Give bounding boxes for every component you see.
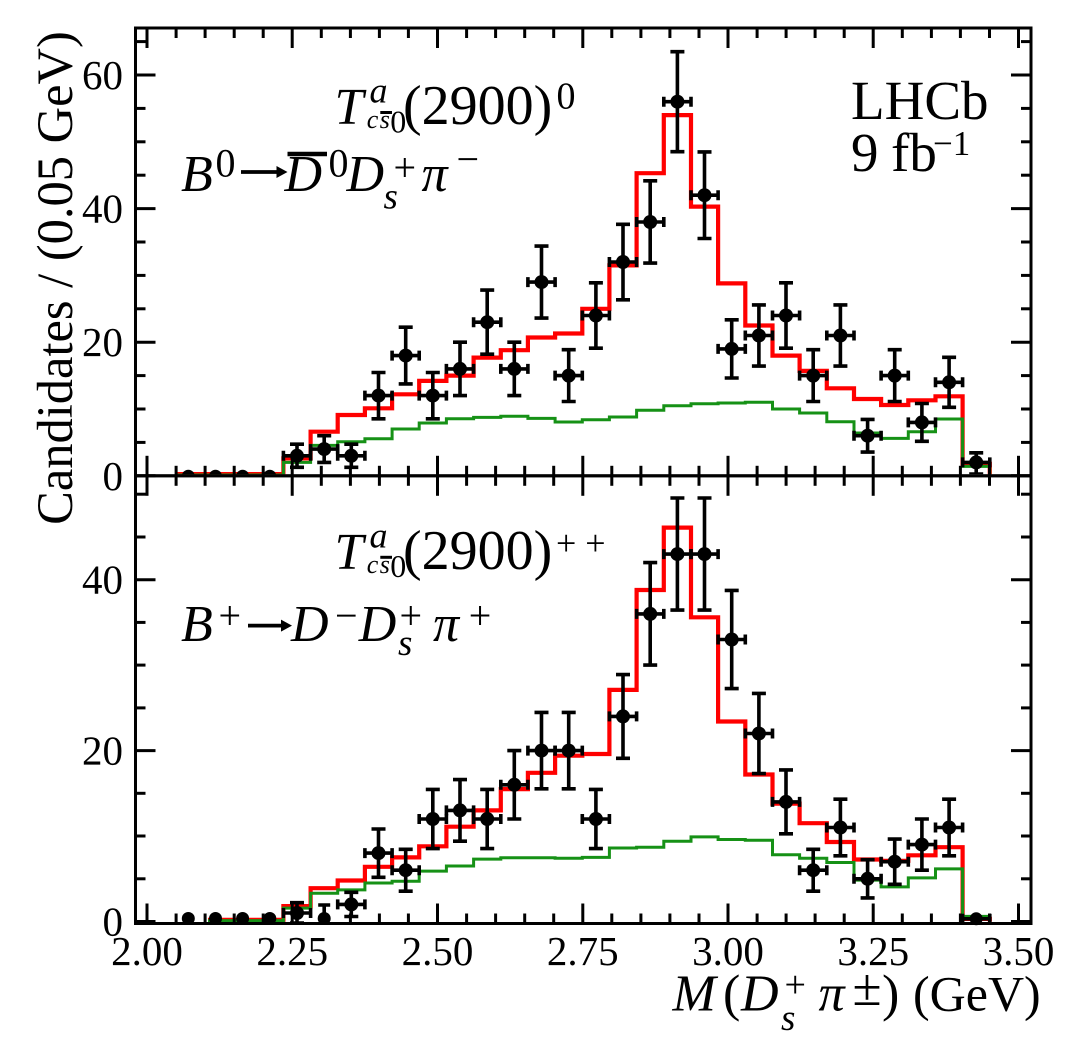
svg-text:c: c — [367, 105, 379, 134]
svg-text:c: c — [367, 550, 379, 579]
svg-text:0: 0 — [103, 899, 124, 945]
svg-text:20: 20 — [82, 319, 123, 365]
svg-text:+: + — [785, 964, 806, 1006]
svg-text:(GeV): (GeV) — [913, 966, 1041, 1022]
svg-text:+: + — [400, 593, 423, 638]
svg-text:+: + — [394, 145, 417, 190]
svg-text:20: 20 — [82, 728, 123, 774]
svg-text:−: − — [457, 137, 480, 182]
svg-text:0: 0 — [329, 141, 349, 186]
svg-text:π: π — [422, 146, 450, 203]
svg-text:Candidates / (0.05 GeV): Candidates / (0.05 GeV) — [27, 31, 83, 525]
svg-text:±: ± — [853, 959, 882, 1017]
svg-text:π: π — [819, 966, 847, 1023]
svg-text:(2900): (2900) — [403, 520, 552, 582]
svg-text:60: 60 — [82, 52, 123, 98]
svg-text:3.25: 3.25 — [837, 928, 909, 974]
svg-text:s: s — [398, 623, 412, 664]
svg-text:D: D — [740, 966, 779, 1023]
svg-text:3.00: 3.00 — [692, 928, 764, 974]
svg-text:(2900): (2900) — [403, 75, 552, 137]
svg-text:2.50: 2.50 — [402, 928, 474, 974]
svg-text:LHCb: LHCb — [851, 70, 989, 131]
svg-text:9: 9 — [851, 122, 879, 183]
svg-text:s: s — [380, 550, 390, 579]
svg-text:0: 0 — [216, 141, 236, 186]
svg-text:−: − — [335, 593, 358, 638]
svg-text:40: 40 — [82, 557, 123, 603]
svg-text:D: D — [346, 146, 385, 203]
svg-text:0: 0 — [557, 76, 576, 118]
svg-text:0: 0 — [390, 103, 406, 139]
svg-text:s: s — [781, 998, 795, 1039]
svg-text:s: s — [384, 177, 398, 218]
svg-text:40: 40 — [82, 186, 123, 232]
svg-text:fb: fb — [891, 122, 937, 183]
svg-text:+ +: + + — [556, 523, 606, 563]
svg-text:B: B — [181, 596, 213, 653]
svg-text:T: T — [335, 524, 367, 581]
svg-text:2.00: 2.00 — [111, 928, 183, 974]
svg-text:s: s — [380, 105, 390, 134]
svg-text:0: 0 — [390, 548, 406, 584]
svg-text:T: T — [335, 79, 367, 136]
svg-text:a: a — [370, 71, 388, 111]
svg-text:−1: −1 — [933, 124, 970, 163]
svg-text:B: B — [181, 146, 213, 203]
svg-text:D: D — [290, 596, 329, 653]
svg-text:a: a — [370, 515, 388, 555]
svg-text:+: + — [219, 593, 242, 638]
svg-text:0: 0 — [103, 453, 124, 499]
svg-text:+: + — [469, 593, 492, 638]
svg-text:2.75: 2.75 — [547, 928, 619, 974]
svg-text:): ) — [882, 966, 899, 1023]
svg-text:D: D — [358, 596, 397, 653]
svg-text:2.25: 2.25 — [256, 928, 328, 974]
svg-text:(: ( — [723, 966, 740, 1023]
svg-text:3.50: 3.50 — [983, 928, 1055, 974]
svg-text:π: π — [433, 596, 461, 653]
svg-text:M: M — [672, 966, 719, 1023]
